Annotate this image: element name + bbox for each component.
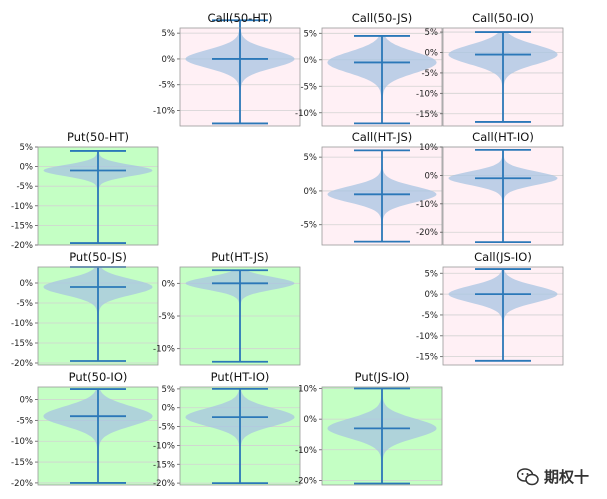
panel-title: Call(50-IO) [472,11,534,25]
tick-label: -10% [295,109,317,119]
tick-label: 5% [162,29,176,39]
tick-label: -10% [295,446,317,456]
panel-put50-ht: 5% 0% -5% -10% -15% -20% Put(50-HT) [11,130,159,251]
tick-label: -10% [11,437,33,447]
panel-frame [321,146,443,246]
panel-frame [442,266,564,366]
panel-frame [321,27,443,127]
tick-label: -5% [16,182,33,192]
tick-label: -20% [153,479,175,489]
tick-label: -20% [416,228,438,238]
tick-label: -5% [158,81,175,91]
tick-label: -20% [11,479,33,489]
tick-label: 5% [162,385,176,395]
tick-label: -5% [158,312,175,322]
panel-frame [442,146,564,246]
panel-title: Put(JS-IO) [355,370,410,384]
tick-label: -15% [11,221,33,231]
tick-label: -10% [153,107,175,117]
tick-label: -10% [416,332,438,342]
tick-label: 0% [20,279,34,289]
tick-label: 10% [298,385,317,395]
panel-frame [321,386,443,486]
tick-label: 0% [304,187,318,197]
tick-label: -5% [421,69,438,79]
tick-label: 0% [425,290,439,300]
panel-title: Put(50-IO) [69,370,128,384]
tick-label: 0% [304,415,318,425]
panel-frame [179,27,301,127]
tick-label: 5% [20,143,34,153]
panel-title: Put(50-HT) [67,130,129,144]
tick-label: -5% [421,311,438,321]
tick-label: -20% [295,476,317,486]
panel-call50-ht: 5% 0% -5% -10% Call(50-HT) [153,11,301,127]
panel-title: Call(HT-JS) [352,130,413,144]
tick-label: -5% [16,416,33,426]
panel-frame [37,146,159,246]
tick-label: 0% [162,55,176,65]
tick-label: -5% [300,221,317,231]
panel-calljs-io: 5% 0% -5% -10% -15% Call(JS-IO) [416,250,564,366]
wechat-icon [516,467,539,485]
panel-title: Call(50-JS) [352,11,413,25]
watermark: 期权十 [516,466,589,487]
panel-call50-io: 5% 0% -5% -10% -15% Call(50-IO) [416,11,564,127]
panel-frame [37,266,159,366]
panel-title: Put(HT-IO) [211,370,270,384]
tick-label: -15% [416,110,438,120]
tick-label: -5% [300,82,317,92]
tick-label: -10% [153,441,175,451]
watermark-label: 期权十 [543,468,589,486]
panel-callht-js: 5% 0% -5% Call(HT-JS) [300,130,443,246]
panel-title: Call(HT-IO) [472,130,534,144]
tick-label: 5% [425,28,439,38]
tick-label: -5% [16,299,33,309]
tick-label: -15% [11,339,33,349]
tick-label: -20% [11,359,33,369]
tick-label: 0% [20,163,34,173]
panel-putht-io: 5% 0% -5% -10% -15% -20% Put(HT-IO) [153,370,301,489]
tick-label: 0% [20,396,34,406]
tick-label: -5% [158,423,175,433]
tick-label: -15% [153,460,175,470]
panel-title: Put(50-JS) [69,250,127,264]
tick-label: 5% [304,153,318,163]
tick-label: 0% [304,56,318,66]
tick-label: -10% [416,200,438,210]
tick-label: 0% [162,404,176,414]
tick-label: 0% [425,171,439,181]
tick-label: 5% [304,29,318,39]
tick-label: 0% [162,279,176,289]
tick-label: -10% [11,319,33,329]
panel-title: Call(JS-IO) [474,250,532,264]
panel-put50-js: 0% -5% -10% -15% -20% Put(50-JS) [11,250,159,369]
panel-frame [37,386,159,486]
panel-frame [442,27,564,127]
panel-frame [179,266,301,366]
tick-label: -15% [416,353,438,363]
panel-title: Call(50-HT) [208,11,273,25]
tick-label: 5% [425,269,439,279]
panel-call50-js: 5% 0% -5% -10% Call(50-JS) [295,11,443,127]
tick-label: -20% [11,241,33,251]
panel-title: Put(HT-JS) [211,250,269,264]
panel-putjs-io: 10% 0% -10% -20% Put(JS-IO) [295,370,443,486]
panel-putht-js: 0% -5% -10% Put(HT-JS) [153,250,301,366]
panel-frame [179,386,301,486]
tick-label: 0% [425,49,439,59]
tick-label: 10% [419,143,438,153]
tick-label: -15% [11,458,33,468]
panel-put50-io: 0% -5% -10% -15% -20% Put(50-IO) [11,370,159,489]
tick-label: -10% [11,202,33,212]
tick-label: -10% [153,345,175,355]
panel-callht-io: 10% 0% -10% -20% Call(HT-IO) [416,130,564,246]
tick-label: -10% [416,89,438,99]
